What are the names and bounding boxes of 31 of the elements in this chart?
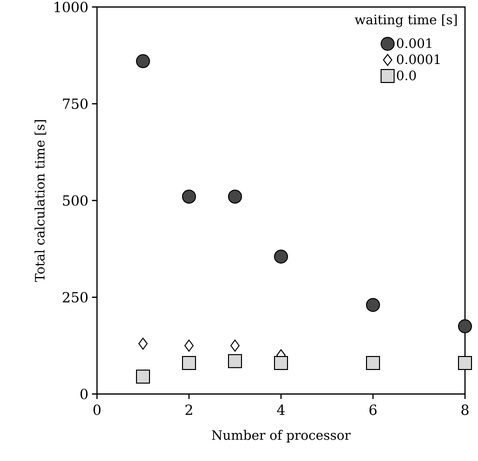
y-tick-label: 250 <box>62 292 88 303</box>
x-tick-label: 4 <box>276 404 285 415</box>
point <box>274 250 288 264</box>
point <box>136 54 150 68</box>
legend-label: 0.001 <box>396 38 432 48</box>
point <box>230 340 240 352</box>
x-axis-title: Number of processor <box>212 430 351 442</box>
y-tick-label: 1000 <box>54 2 88 12</box>
point <box>184 340 194 352</box>
y-tick-label: 0 <box>80 388 88 400</box>
point <box>182 190 196 204</box>
point <box>138 338 148 350</box>
y-axis-title: Total calculation time [s] <box>34 120 46 282</box>
legend-label: 0.0001 <box>396 54 440 64</box>
x-tick-label: 6 <box>370 404 377 416</box>
point <box>182 356 196 370</box>
legend-label: 0.0 <box>396 70 416 80</box>
point <box>228 354 242 368</box>
point <box>274 356 288 370</box>
y-tick-label: 750 <box>63 98 88 110</box>
point <box>136 370 150 384</box>
point <box>366 356 380 370</box>
x-tick-label: 0 <box>93 404 101 416</box>
x-tick-label: 2 <box>186 404 192 415</box>
y-tick-label: 500 <box>63 195 88 206</box>
point <box>458 356 472 370</box>
point <box>228 190 242 204</box>
point <box>458 319 472 334</box>
point <box>366 298 380 312</box>
x-tick-label: 8 <box>462 404 468 416</box>
legend-title: waiting time [s] <box>354 14 457 28</box>
